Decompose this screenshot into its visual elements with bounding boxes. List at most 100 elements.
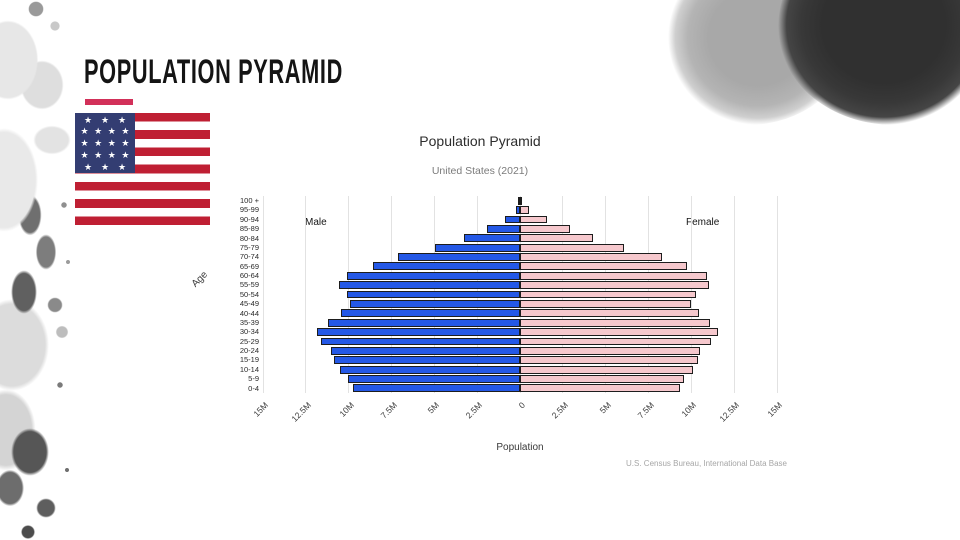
male-bar	[347, 290, 520, 299]
flag-star-row: ★ ★ ★ ★	[75, 150, 135, 160]
flag-star-row: ★ ★ ★ ★	[75, 126, 135, 136]
age-tick-label: 50-54	[239, 289, 259, 299]
female-bar	[520, 346, 701, 355]
female-bar	[520, 365, 693, 374]
female-bar	[520, 243, 624, 252]
star-icon: ★	[100, 161, 110, 172]
female-bar	[520, 224, 570, 233]
male-bar	[435, 243, 520, 252]
female-bar	[520, 281, 709, 290]
female-bar	[520, 356, 698, 365]
age-tick-label: 45-49	[239, 299, 259, 309]
age-tick-label: 20-24	[239, 346, 259, 356]
age-tick-label: 75-79	[239, 242, 259, 252]
female-bar	[520, 375, 685, 383]
star-icon: ★	[94, 138, 103, 149]
female-bar	[520, 309, 700, 318]
age-tick-label: 100 +	[240, 196, 259, 205]
age-tick-label: 95-99	[239, 205, 259, 215]
male-bar	[316, 328, 520, 336]
female-bar	[520, 271, 707, 280]
male-bar	[331, 346, 520, 355]
age-tick-label: 85-89	[239, 224, 259, 234]
female-bar	[520, 196, 522, 205]
ink-splatter-left	[0, 0, 80, 540]
united-states-flag: ★ ★ ★ ★ ★ ★ ★ ★ ★ ★ ★ ★ ★ ★ ★ ★ ★ ★	[75, 113, 210, 225]
slide-title: POPULATION PYRAMID	[84, 53, 343, 91]
star-icon: ★	[107, 126, 116, 137]
age-tick-label: 30-34	[239, 327, 259, 337]
female-bar	[520, 234, 594, 243]
age-tick-label: 55-59	[239, 280, 259, 290]
star-icon: ★	[83, 114, 93, 125]
source-attribution: U.S. Census Bureau, International Data B…	[626, 459, 787, 468]
gridline	[776, 196, 778, 393]
male-bar	[348, 375, 520, 383]
star-icon: ★	[121, 138, 130, 149]
female-bar	[520, 337, 712, 346]
male-bar	[346, 271, 520, 280]
flag-canton: ★ ★ ★ ★ ★ ★ ★ ★ ★ ★ ★ ★ ★ ★ ★ ★ ★ ★	[75, 113, 135, 174]
female-bar	[520, 206, 530, 215]
male-bar	[397, 253, 520, 261]
gridline	[262, 196, 264, 393]
star-icon: ★	[107, 138, 116, 149]
title-accent-bar	[85, 99, 133, 105]
star-icon: ★	[121, 126, 130, 137]
male-bar	[340, 309, 520, 318]
male-bar	[486, 224, 520, 233]
star-icon: ★	[83, 161, 93, 172]
star-icon: ★	[94, 149, 103, 160]
age-tick-label: 10-14	[239, 364, 259, 374]
star-icon: ★	[80, 149, 89, 160]
male-bar	[464, 234, 520, 243]
age-tick-label: 35-39	[239, 317, 259, 327]
age-tick-label: 60-64	[239, 271, 259, 281]
ink-blob-dark	[778, 0, 960, 125]
age-tick-label: 40-44	[239, 308, 259, 318]
male-bar	[518, 196, 521, 205]
female-bar	[520, 253, 662, 261]
male-bar	[320, 337, 520, 346]
flag-star-row: ★ ★ ★ ★	[75, 138, 135, 148]
male-bar	[350, 299, 520, 308]
male-bar	[338, 281, 520, 290]
male-bar	[334, 356, 520, 365]
flag-star-row: ★ ★ ★	[75, 162, 135, 172]
x-axis-label: Population	[496, 442, 544, 453]
age-tick-label: 5-9	[248, 374, 259, 384]
age-tick-label: 0-4	[248, 383, 259, 393]
star-icon: ★	[94, 126, 103, 137]
star-icon: ★	[107, 149, 116, 160]
chart-title: Population Pyramid	[419, 133, 541, 149]
male-bar	[327, 318, 520, 327]
female-bar	[520, 290, 696, 299]
female-bar	[520, 318, 710, 327]
male-bar	[339, 365, 520, 374]
age-tick-label: 15-19	[239, 355, 259, 365]
male-bar	[505, 215, 520, 224]
female-bar	[520, 384, 680, 393]
ink-blob-light	[668, 0, 848, 125]
male-bar	[372, 262, 520, 271]
star-icon: ★	[80, 126, 89, 137]
x-tick-label: 15M	[765, 400, 785, 419]
female-bar	[520, 299, 691, 308]
gridline	[733, 196, 735, 393]
pyramid-plot-area: Male Female Age Population U.S. Census B…	[190, 196, 787, 468]
age-tick-label: 65-69	[239, 261, 259, 271]
female-series-label: Female	[686, 217, 720, 228]
age-tick-label: 90-94	[239, 214, 259, 224]
star-icon: ★	[100, 114, 110, 125]
age-tick-label: 80-84	[239, 233, 259, 243]
star-icon: ★	[117, 114, 127, 125]
male-bar	[515, 206, 520, 215]
flag-star-row: ★ ★ ★	[75, 115, 135, 125]
female-bar	[520, 328, 719, 336]
age-tick-label: 70-74	[239, 252, 259, 262]
female-bar	[520, 215, 547, 224]
star-icon: ★	[80, 138, 89, 149]
chart-subtitle: United States (2021)	[431, 165, 529, 177]
star-icon: ★	[121, 149, 130, 160]
